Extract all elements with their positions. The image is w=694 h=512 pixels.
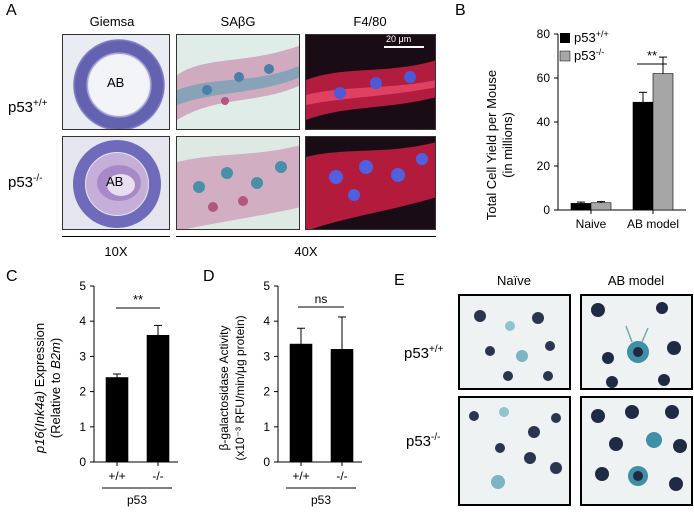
col-header-sabg: SAβG — [220, 14, 256, 29]
panel-label-c: C — [6, 268, 18, 285]
chart-b: Total Cell Yield per Mouse (in millions)… — [484, 27, 686, 231]
d-ytick-label-5: 5 — [263, 279, 270, 293]
panel-label-e: E — [394, 272, 405, 289]
b-bar-0-0 — [570, 203, 592, 211]
cytospin-ab-wt — [580, 294, 693, 390]
legend-swatch-ko — [559, 50, 571, 62]
chart-b-sig: ** — [647, 48, 657, 63]
c-xtick-label-0: +/+ — [108, 469, 125, 483]
b-xtick-label-0: Naive — [576, 217, 607, 231]
c-ytick-label-0: 0 — [79, 455, 86, 469]
chart-b-ylabel: Total Cell Yield per Mouse — [484, 70, 499, 220]
b-ytick-label-2: 40 — [537, 115, 551, 129]
micrograph-sabg-ko — [176, 136, 300, 230]
b-ytick-label-3: 60 — [537, 71, 551, 85]
chart-d-ylabel: β-galactosidase Activity — [217, 326, 231, 451]
b-bar-0-1 — [590, 202, 612, 211]
d-ytick-label-3: 3 — [263, 349, 270, 363]
c-ytick-label-4: 4 — [79, 314, 86, 328]
c-ytick-label-2: 2 — [79, 385, 86, 399]
micrograph-sabg-wt — [176, 34, 300, 130]
chart-b-ylabel2: (in millions) — [500, 112, 515, 178]
chart-c: p16(Ink4a) Expression (Relative to B2m) … — [32, 279, 178, 507]
c-bar-1-0 — [146, 334, 170, 463]
d-xtick-label-1: -/- — [336, 469, 347, 483]
e-col-header-ab: AB model — [607, 273, 665, 288]
row-label-p53-ko: p53-/- — [8, 173, 43, 191]
d-ytick-label-0: 0 — [263, 455, 270, 469]
cytospin-naive-wt — [458, 294, 571, 390]
b-bar-1-0 — [632, 101, 654, 211]
d-xtick-label-0: +/+ — [292, 469, 309, 483]
col-header-giemsa: Giemsa — [89, 14, 135, 29]
legend-label-wt: p53+/+ — [574, 29, 609, 45]
mag-line-10x — [62, 236, 170, 237]
micrograph-giemsa-ko: AB — [62, 136, 170, 230]
panel-label-a: A — [6, 2, 17, 19]
d-bar-0-0 — [289, 343, 313, 463]
b-ytick-label-0: 0 — [543, 203, 550, 217]
micrograph-giemsa-wt: AB — [62, 34, 170, 130]
c-ytick-label-3: 3 — [79, 349, 86, 363]
airway-label-wt: AB — [107, 75, 125, 90]
cytospin-naive-ko — [458, 396, 571, 506]
e-row-label-wt: p53+/+ — [404, 344, 444, 362]
legend-swatch-wt — [560, 33, 570, 43]
chart-d: β-galactosidase Activity (x10⁻³ RFU/min/… — [217, 279, 362, 507]
c-bar-0-0 — [105, 377, 129, 463]
d-bar-1-0 — [330, 349, 354, 463]
mag-line-40x — [176, 236, 436, 237]
chart-d-group-label: p53 — [311, 493, 331, 507]
legend-label-ko: p53-/- — [574, 47, 604, 63]
b-ytick-label-4: 80 — [537, 27, 551, 41]
micrograph-f480-ko — [305, 136, 436, 230]
chart-c-group-label: p53 — [127, 493, 147, 507]
airway-label-ko: AB — [106, 174, 124, 189]
b-bar-1-1 — [652, 73, 674, 211]
scale-bar-label: 20 μm — [386, 34, 412, 44]
cytospin-ab-ko — [580, 396, 693, 506]
c-xtick-label-1: -/- — [152, 469, 163, 483]
c-ytick-label-5: 5 — [79, 279, 86, 293]
col-header-f480: F4/80 — [353, 14, 387, 29]
chart-c-ylabel2: (Relative to B2m) — [48, 338, 63, 438]
c-ytick-label-1: 1 — [79, 420, 86, 434]
panel-label-d: D — [203, 268, 215, 285]
chart-c-sig: ** — [133, 292, 143, 307]
d-ytick-label-2: 2 — [263, 385, 270, 399]
e-col-header-naive: Naïve — [497, 273, 531, 288]
b-xtick-label-1: AB model — [627, 217, 679, 231]
micrograph-f480-wt: 20 μm — [305, 34, 436, 130]
b-ytick-label-1: 20 — [537, 159, 551, 173]
chart-d-sig: ns — [315, 292, 328, 306]
d-ytick-label-4: 4 — [263, 314, 270, 328]
row-label-p53-wt: p53+/+ — [8, 98, 48, 116]
panel-label-b: B — [455, 2, 466, 19]
e-row-label-ko: p53-/- — [406, 432, 441, 450]
mag-label-40x: 40X — [294, 244, 318, 259]
mag-label-10x: 10X — [104, 244, 128, 259]
chart-c-ylabel: p16(Ink4a) Expression — [32, 323, 47, 454]
chart-d-ylabel2: (x10⁻³ RFU/min/μg protein) — [233, 315, 247, 460]
d-ytick-label-1: 1 — [263, 420, 270, 434]
